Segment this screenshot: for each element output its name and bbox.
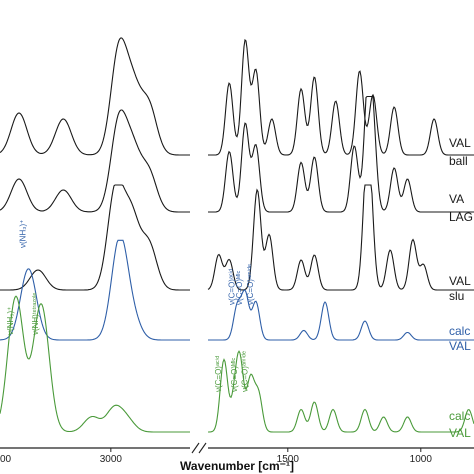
x-tick-label-partial: 00 <box>0 454 12 465</box>
series-label-4: calc <box>449 324 470 338</box>
spectrum-5-fingerprint-region-line <box>208 350 474 433</box>
x-axis-label: Wavenumber [cm⁻¹] <box>180 459 294 473</box>
series-sublabel-5: VAL <box>449 426 471 440</box>
spectrum-1-high-region-line <box>0 37 190 156</box>
x-tick-layer: 3000 1500 1000 <box>100 448 433 465</box>
x-tick-label-3000: 3000 <box>100 454 123 465</box>
peak-annotation-8: ν(C=O)ᴹᴵᶜ <box>230 358 239 392</box>
spectrum-5-high-region-line <box>0 295 190 433</box>
peak-annotation-6: ν(NH)ᵗᵉᵗʳᵃᶻᵒˡᵉ <box>31 293 40 335</box>
x-tick-label-1500: 1500 <box>277 454 300 465</box>
spectrum-2-fingerprint-region-line <box>208 95 474 213</box>
series-sublabel-2: LAG <box>449 210 473 224</box>
spectrum-4-fingerprint-region-line <box>208 289 474 341</box>
series-label-5: calc <box>449 409 470 423</box>
peak-annotation-2: ν(C=O)ᵃᶜⁱᵈ <box>227 269 236 305</box>
peak-annotation-4: ν(C=O)ᵃᵐⁱᵈᵉ <box>246 264 255 305</box>
x-tick-label-1000: 1000 <box>410 454 433 465</box>
series-sublabel-3: slu <box>449 289 464 303</box>
series-label-3: VAL <box>449 274 471 288</box>
spectrum-3-fingerprint-region-line <box>207 184 474 291</box>
series-label-2: VA <box>449 192 464 206</box>
series-sublabel-4: VAL <box>449 339 471 353</box>
spectrum-2-high-region-line <box>0 109 190 213</box>
series-label-1: VAL <box>449 136 471 150</box>
spectrum-1-fingerprint-region-line <box>208 38 474 156</box>
series-sublabel-1: ball <box>449 154 468 168</box>
peak-annotation-5: ν(NH₃)⁺ <box>6 307 15 335</box>
axis-break-mark <box>191 442 207 454</box>
x-axis <box>0 442 474 454</box>
spectrum-1: VAL ball <box>0 37 474 168</box>
spectrum-2: VA LAG <box>0 95 474 224</box>
peak-annotation-3: ν(C=O)ᴹᴵᶜ <box>235 271 244 305</box>
peak-annotation-9: ν(C=O)ᵃᵐⁱᵈᵉ <box>241 351 250 392</box>
peak-annotation-1: ν(NH₃)⁺ <box>19 220 28 248</box>
spectrum-4-high-region-line <box>0 239 190 341</box>
peak-annotation-7: ν(C=O)ᵃᶜⁱᵈ <box>214 356 223 392</box>
